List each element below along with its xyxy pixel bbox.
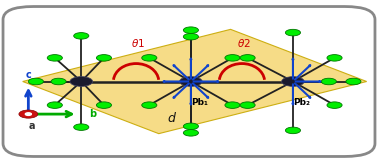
Circle shape (74, 124, 89, 130)
Text: $\theta\mathit{1}$: $\theta\mathit{1}$ (131, 37, 145, 49)
Text: $\theta\mathit{2}$: $\theta\mathit{2}$ (237, 37, 251, 49)
Polygon shape (23, 29, 367, 134)
Circle shape (285, 127, 301, 134)
Circle shape (225, 102, 240, 108)
Text: $\mathit{d}$: $\mathit{d}$ (167, 111, 177, 125)
Circle shape (51, 78, 66, 85)
Circle shape (327, 55, 342, 61)
Circle shape (183, 130, 198, 136)
Circle shape (346, 78, 361, 85)
Circle shape (142, 102, 157, 108)
Text: Pb₁: Pb₁ (191, 98, 208, 107)
Circle shape (285, 29, 301, 36)
Circle shape (321, 78, 336, 85)
Circle shape (96, 55, 112, 61)
Circle shape (240, 55, 255, 61)
Circle shape (74, 33, 89, 39)
Circle shape (225, 55, 240, 61)
Circle shape (25, 113, 31, 115)
Circle shape (282, 77, 304, 86)
FancyBboxPatch shape (3, 7, 375, 156)
Circle shape (96, 102, 112, 108)
Text: c: c (25, 70, 31, 80)
Circle shape (47, 55, 62, 61)
Circle shape (183, 33, 198, 40)
Text: Pb₂: Pb₂ (293, 98, 310, 107)
Circle shape (240, 102, 255, 108)
Circle shape (47, 102, 62, 108)
Circle shape (183, 123, 198, 130)
Circle shape (142, 55, 157, 61)
Text: b: b (89, 109, 96, 119)
Circle shape (70, 77, 93, 86)
Circle shape (19, 110, 38, 118)
Circle shape (28, 78, 43, 85)
Circle shape (327, 102, 342, 108)
Circle shape (180, 77, 202, 86)
Text: a: a (29, 120, 36, 131)
Circle shape (183, 27, 198, 33)
